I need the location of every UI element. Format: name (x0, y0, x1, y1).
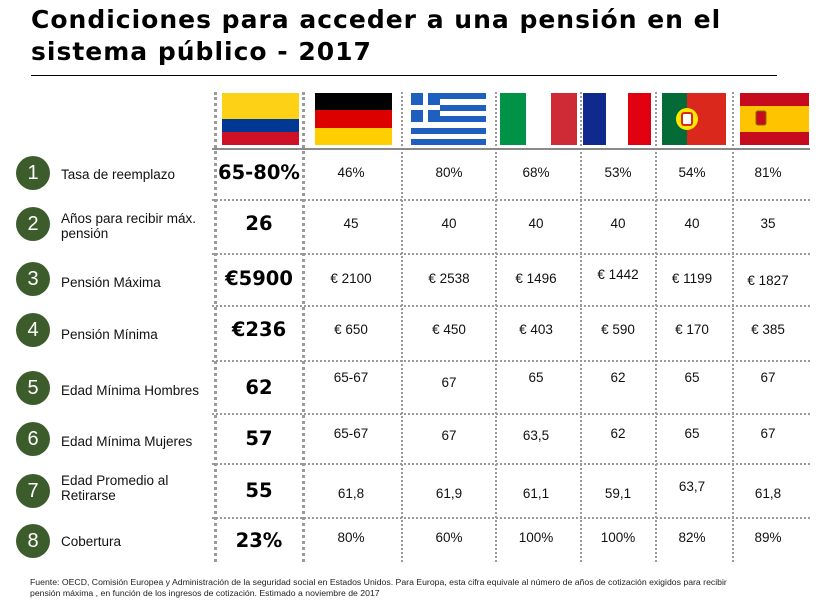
column-separator (655, 92, 657, 562)
row-separator (212, 413, 810, 415)
country-value-cell: 63,5 (522, 428, 550, 443)
country-value-cell: € 403 (519, 322, 553, 337)
country-value-cell: 81% (754, 165, 782, 180)
column-separator (732, 92, 734, 562)
row-label: Edad Mínima Mujeres (61, 434, 193, 449)
row-number-badge: 3 (16, 262, 50, 296)
country-value-cell: 80% (435, 165, 463, 180)
row-separator (212, 517, 810, 519)
column-separator (302, 92, 305, 562)
row-separator (212, 148, 810, 150)
row-label: Cobertura (61, 534, 122, 549)
country-value-cell: 67 (441, 375, 457, 390)
row-number-badge: 1 (16, 156, 50, 190)
country-value-cell: 82% (678, 530, 706, 545)
column-separator (214, 92, 217, 562)
row-separator (212, 199, 810, 201)
country-value-cell: 45 (343, 216, 359, 231)
country-value-cell: 61,9 (435, 486, 463, 501)
country-value-cell: 67 (760, 370, 776, 385)
germany-flag-icon (315, 93, 392, 145)
country-value-cell: € 650 (334, 322, 368, 337)
country-value-cell: 59,1 (604, 486, 632, 501)
country-value-cell: 35 (760, 216, 776, 231)
row-label: Edad Promedio al Retirarse (61, 473, 169, 503)
row-separator (212, 360, 810, 362)
column-separator (401, 92, 403, 562)
row-label: Años para recibir máx. pensión (61, 211, 197, 241)
source-footnote: Fuente: OECD, Comisión Europea y Adminis… (30, 577, 727, 598)
country-value-cell: 65-67 (333, 370, 369, 385)
country-value-cell: 65 (684, 426, 700, 441)
row-number-badge: 4 (16, 313, 50, 347)
row-label: Pensión Mínima (61, 327, 158, 342)
country-value-cell: € 1442 (597, 267, 639, 282)
row-separator (212, 253, 810, 255)
country-value-cell: 67 (760, 426, 776, 441)
country-value-cell: 54% (678, 165, 706, 180)
country-value-cell: 61,1 (522, 486, 550, 501)
country-value-cell: 100% (600, 530, 636, 545)
row-number-badge: 7 (16, 474, 50, 508)
column-separator (580, 92, 582, 562)
colombia-value: 26 (245, 212, 273, 235)
colombia-value: €236 (231, 318, 287, 341)
row-label: Edad Mínima Hombres (61, 383, 200, 398)
colombia-value: 55 (245, 479, 273, 502)
country-value-cell: € 450 (432, 322, 466, 337)
colombia-value: 62 (245, 376, 273, 399)
country-value-cell: 62 (610, 426, 626, 441)
country-value-cell: € 1496 (515, 271, 557, 286)
country-value-cell: 40 (441, 216, 457, 231)
country-value-cell: 46% (337, 165, 365, 180)
country-value-cell: 100% (518, 530, 554, 545)
country-value-cell: 40 (528, 216, 544, 231)
france-flag-icon (583, 93, 651, 145)
country-value-cell: 60% (435, 530, 463, 545)
country-value-cell: 63,7 (678, 479, 706, 494)
row-label: Pensión Máxima (61, 275, 161, 290)
colombia-value: 23% (235, 529, 283, 552)
country-value-cell: € 385 (751, 322, 785, 337)
country-value-cell: 40 (684, 216, 700, 231)
country-value-cell: € 170 (675, 322, 709, 337)
country-value-cell: 80% (337, 530, 365, 545)
country-value-cell: 65 (684, 370, 700, 385)
country-value-cell: € 1199 (671, 271, 713, 286)
row-separator (212, 463, 810, 465)
country-value-cell: 61,8 (754, 486, 782, 501)
colombia-flag-icon (222, 93, 299, 145)
country-value-cell: € 1827 (747, 273, 789, 288)
portugal-flag-icon (662, 93, 726, 145)
country-value-cell: € 2538 (428, 271, 470, 286)
country-value-cell: 67 (441, 428, 457, 443)
country-value-cell: 61,8 (337, 486, 365, 501)
country-value-cell: 65 (528, 370, 544, 385)
country-value-cell: 53% (604, 165, 632, 180)
row-label: Tasa de reemplazo (61, 167, 176, 182)
spain-flag-icon (740, 93, 809, 145)
country-value-cell: 65-67 (333, 426, 369, 441)
country-value-cell: 68% (522, 165, 550, 180)
country-value-cell: 62 (610, 370, 626, 385)
italy-flag-icon (500, 93, 577, 145)
greece-flag-icon (411, 93, 486, 145)
row-number-badge: 2 (16, 207, 50, 241)
row-number-badge: 6 (16, 422, 50, 456)
title-underline (31, 75, 777, 76)
country-value-cell: 89% (754, 530, 782, 545)
colombia-value: 57 (245, 427, 273, 450)
colombia-value: €5900 (225, 267, 293, 290)
page-title: Condiciones para acceder a una pensión e… (31, 5, 722, 66)
country-value-cell: 40 (610, 216, 626, 231)
colombia-value: 65-80% (218, 161, 300, 184)
row-number-badge: 5 (16, 371, 50, 405)
country-value-cell: € 590 (601, 322, 635, 337)
row-separator (212, 305, 810, 307)
row-number-badge: 8 (16, 524, 50, 558)
column-separator (495, 92, 497, 562)
country-value-cell: € 2100 (330, 271, 372, 286)
